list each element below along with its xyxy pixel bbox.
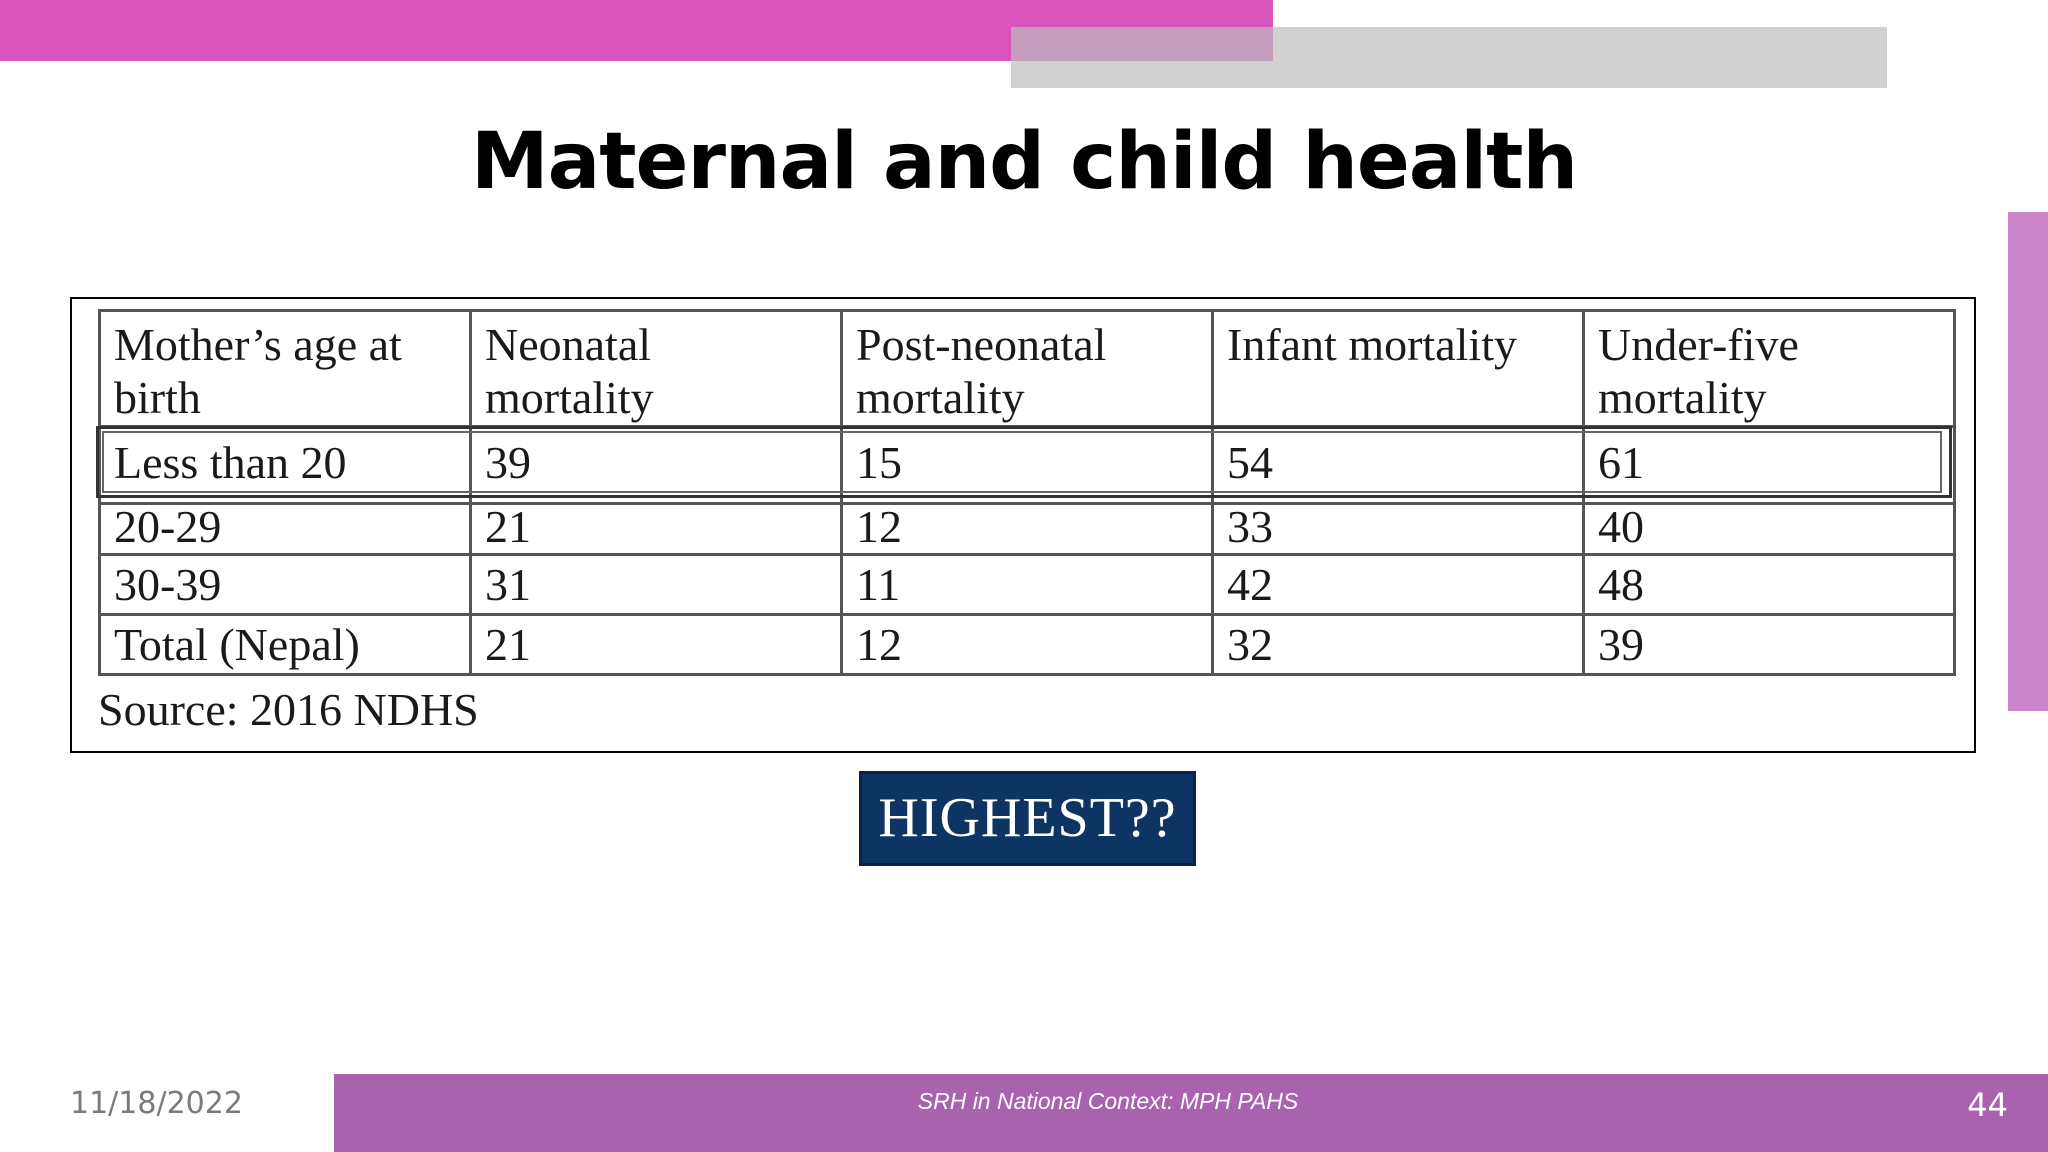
table-source: Source: 2016 NDHS — [98, 684, 479, 735]
table-cell: 21 — [469, 502, 843, 556]
table-cell: 54 — [1211, 425, 1585, 505]
column-header: Infant mortality — [1211, 309, 1585, 428]
slide-title: Maternal and child health — [471, 117, 1578, 207]
column-header: Neonatal mortality — [469, 309, 843, 428]
table-cell: 40 — [1582, 502, 1956, 556]
mortality-table: Mother’s age at birth Neonatal mortality… — [98, 309, 1956, 676]
table-row: Total (Nepal) 21 12 32 39 — [98, 613, 1956, 676]
side-accent-bar — [2008, 212, 2048, 711]
column-header: Post-neonatal mortality — [840, 309, 1214, 428]
table-cell: 61 — [1582, 425, 1956, 505]
table-image-frame: Mother’s age at birth Neonatal mortality… — [70, 297, 1976, 753]
table-cell: 39 — [469, 425, 843, 505]
highest-callout: HIGHEST?? — [859, 771, 1196, 866]
table-cell: 11 — [840, 553, 1214, 616]
table-header-row: Mother’s age at birth Neonatal mortality… — [98, 309, 1956, 428]
table-cell: 48 — [1582, 553, 1956, 616]
top-gray-bar — [1011, 27, 1887, 88]
column-header: Mother’s age at birth — [98, 309, 472, 428]
page-number: 44 — [1967, 1086, 2008, 1124]
table-cell: 12 — [840, 502, 1214, 556]
table-cell: 32 — [1211, 613, 1585, 676]
table-cell: 12 — [840, 613, 1214, 676]
slide-date: 11/18/2022 — [70, 1086, 243, 1121]
table-cell: 39 — [1582, 613, 1956, 676]
table-cell: Less than 20 — [98, 425, 472, 505]
table-cell: 15 — [840, 425, 1214, 505]
table-cell: 31 — [469, 553, 843, 616]
table-row: Less than 20 39 15 54 61 — [98, 425, 1956, 505]
table-cell: 30-39 — [98, 553, 472, 616]
table-cell: 42 — [1211, 553, 1585, 616]
footer-text: SRH in National Context: MPH PAHS — [917, 1088, 1299, 1114]
table-cell: 33 — [1211, 502, 1585, 556]
table-cell: 20-29 — [98, 502, 472, 556]
table-row: 30-39 31 11 42 48 — [98, 553, 1956, 616]
footer-bar: SRH in National Context: MPH PAHS 44 — [334, 1074, 2048, 1152]
table-cell: Total (Nepal) — [98, 613, 472, 676]
table-cell: 21 — [469, 613, 843, 676]
column-header: Under-five mortality — [1582, 309, 1956, 428]
table-row: 20-29 21 12 33 40 — [98, 502, 1956, 556]
